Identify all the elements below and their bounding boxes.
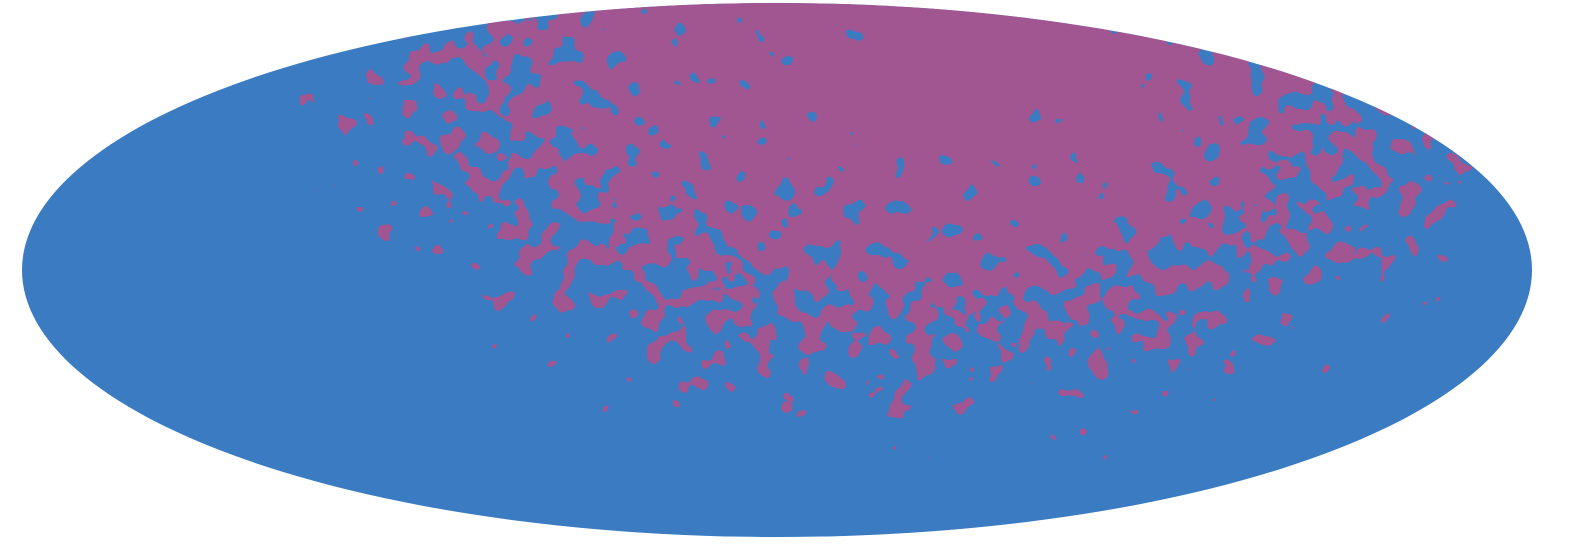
- page: [22, 3, 1532, 537]
- simulation-view: [22, 3, 1532, 537]
- empty-cells: [22, 3, 1532, 537]
- population-oval: [22, 3, 1532, 537]
